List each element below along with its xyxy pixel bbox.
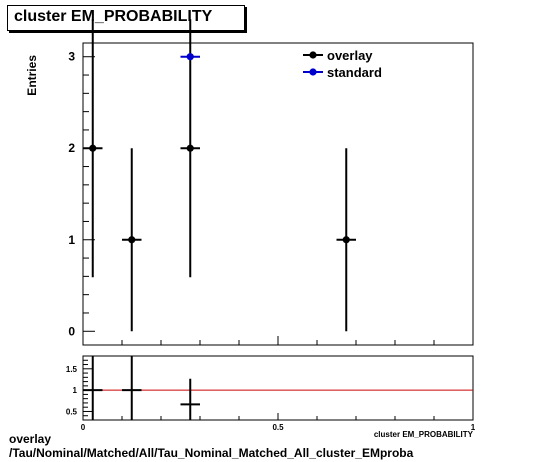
series-standard-point-marker xyxy=(186,53,194,61)
main-y-axis-label: Entries xyxy=(25,55,39,96)
ratio-x-axis-label: cluster EM_PROBABILITY xyxy=(374,430,474,439)
chart-title-box: cluster EM_PROBABILITY xyxy=(7,5,245,31)
chart-title: cluster EM_PROBABILITY xyxy=(14,8,213,25)
main-plot-frame xyxy=(82,42,474,346)
ratio-y-tick-label: 1 xyxy=(73,386,78,395)
series-overlay-point-marker xyxy=(89,144,97,152)
series-overlay-point-marker xyxy=(128,236,136,244)
ratio-x-tick-label: 0.5 xyxy=(272,423,284,432)
footer-caption: overlay /Tau/Nominal/Matched/All/Tau_Nom… xyxy=(9,432,413,460)
main-y-tick-label: 0 xyxy=(68,324,75,338)
legend-swatch-marker xyxy=(309,51,317,59)
series-overlay-point-marker xyxy=(186,144,194,152)
footer-line-2: /Tau/Nominal/Matched/All/Tau_Nominal_Mat… xyxy=(9,446,414,460)
legend-swatch-marker xyxy=(309,68,317,76)
ratio-x-tick-label: 0 xyxy=(81,423,86,432)
ratio-y-tick-label: 0.5 xyxy=(66,407,78,416)
main-y-tick-label: 3 xyxy=(68,50,75,64)
footer-line-1: overlay xyxy=(9,432,52,446)
ratio-x-tick-label: 1 xyxy=(471,423,476,432)
legend-entry-overlay: overlay xyxy=(327,48,373,63)
ratio-plot-frame xyxy=(82,355,474,421)
main-y-tick-label: 1 xyxy=(68,233,75,247)
series-overlay-point-marker xyxy=(342,236,350,244)
main-y-tick-label: 2 xyxy=(68,141,75,155)
ratio-y-tick-label: 1.5 xyxy=(66,365,78,374)
legend-entry-standard: standard xyxy=(327,65,382,80)
